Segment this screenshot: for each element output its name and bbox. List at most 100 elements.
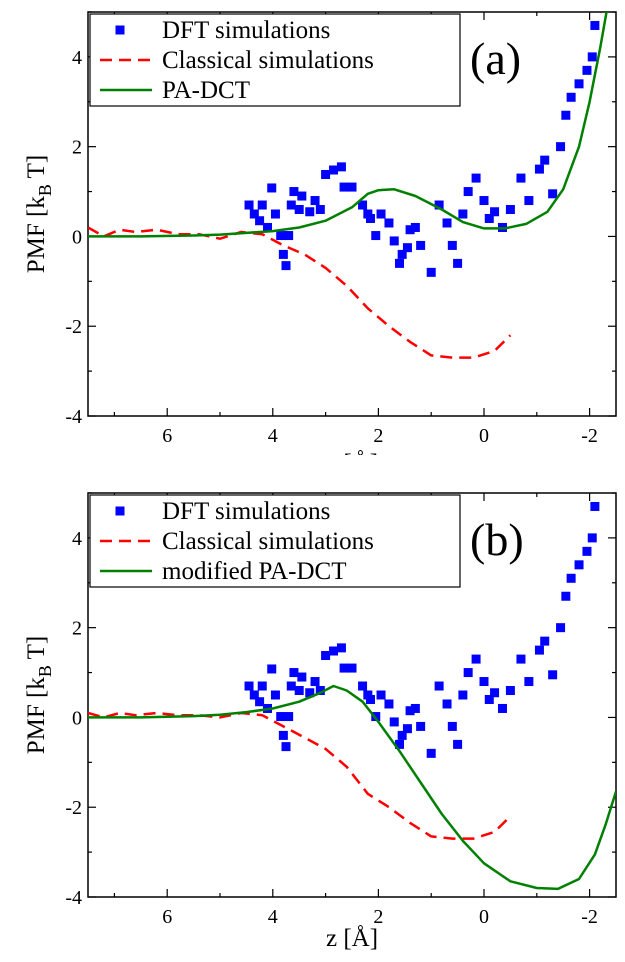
dft-point — [566, 92, 576, 102]
dft-point — [270, 209, 280, 219]
dft-point — [566, 573, 576, 583]
dft-point — [358, 200, 368, 210]
dft-point — [574, 79, 584, 89]
dft-point — [321, 169, 331, 179]
dft-point — [329, 646, 339, 656]
legend-label: Classical simulations — [162, 528, 374, 555]
dft-point — [416, 721, 426, 731]
dft-point — [405, 225, 415, 235]
dft-point — [490, 688, 500, 698]
dft-point — [339, 663, 349, 673]
dft-point — [590, 501, 600, 511]
x-tick-label: 0 — [479, 425, 489, 447]
y-tick-label: -2 — [65, 316, 82, 338]
dft-point — [479, 677, 489, 687]
dft-point — [484, 213, 494, 223]
legend-label: Classical simulations — [162, 47, 374, 74]
dft-point — [590, 20, 600, 30]
dft-point — [561, 591, 571, 601]
dft-point — [384, 699, 394, 709]
dft-point — [416, 240, 426, 250]
dft-point — [267, 664, 277, 674]
y-axis-label: PMF [kB T] — [23, 636, 55, 755]
dft-point — [561, 110, 571, 120]
dft-point — [336, 162, 346, 172]
legend-label: PA-DCT — [162, 77, 250, 104]
dft-point — [479, 196, 489, 206]
dft-point — [249, 209, 259, 219]
dft-point — [286, 681, 296, 691]
dft-point — [365, 213, 375, 223]
y-tick-label: -4 — [65, 887, 82, 909]
dft-point — [497, 703, 507, 713]
legend-marker — [115, 506, 125, 516]
dft-point — [286, 200, 296, 210]
dft-point — [289, 187, 299, 197]
dft-point — [310, 677, 320, 687]
dft-point — [587, 52, 597, 62]
dft-point — [336, 643, 346, 653]
x-axis-label: z [Å] — [326, 925, 378, 952]
dft-point — [582, 546, 592, 556]
dft-point — [347, 663, 357, 673]
classical-line — [88, 711, 512, 840]
dft-point — [426, 748, 436, 758]
dft-point — [376, 209, 386, 219]
dft-point — [297, 672, 307, 682]
dft-point — [244, 681, 254, 691]
dft-point — [556, 142, 566, 152]
dft-point — [294, 686, 304, 696]
x-tick-label: 2 — [373, 906, 383, 928]
dft-point — [395, 739, 405, 749]
y-tick-label: 0 — [72, 226, 82, 248]
legend-marker — [115, 25, 125, 35]
pa-dct-line — [88, 12, 608, 238]
dft-point — [321, 650, 331, 660]
dft-point — [426, 267, 436, 277]
dft-point — [315, 686, 325, 696]
dft-point — [556, 623, 566, 633]
dft-point — [294, 205, 304, 215]
dft-point — [339, 182, 349, 192]
dft-point — [267, 183, 277, 193]
dft-point — [463, 187, 473, 197]
dft-point — [434, 200, 444, 210]
plot-frame — [87, 492, 617, 898]
dft-point — [365, 694, 375, 704]
x-axis-label: z [Å] — [326, 450, 378, 477]
dft-point — [471, 654, 481, 664]
dft-point — [305, 207, 315, 217]
dft-point — [505, 686, 515, 696]
dft-point — [376, 690, 386, 700]
dft-point — [587, 533, 597, 543]
dft-point — [453, 739, 463, 749]
legend: DFT simulations Classical simulations modi… — [89, 494, 461, 588]
dft-point — [263, 222, 273, 232]
y-axis-label-main: PMF [k — [23, 677, 50, 755]
dft-point — [389, 236, 399, 246]
x-tick-label: 4 — [268, 906, 278, 928]
dft-point — [257, 681, 267, 691]
dft-point — [305, 688, 315, 698]
dft-point — [410, 703, 420, 713]
x-tick-label: -2 — [581, 906, 598, 928]
dft-point — [389, 717, 399, 727]
y-axis-label-tail: T] — [23, 636, 50, 665]
dft-markers — [244, 501, 600, 758]
x-tick-label: -2 — [581, 425, 598, 447]
x-tick-label: 0 — [479, 906, 489, 928]
x-tick-label: 4 — [268, 425, 278, 447]
panel-label: (a) — [470, 33, 521, 84]
y-axis-label: PMF [kB T] — [23, 155, 55, 274]
y-axis-label-subscript: B — [35, 184, 55, 196]
dft-point — [281, 261, 291, 271]
dft-point — [505, 205, 515, 215]
dft-point — [284, 712, 294, 722]
pa-dct-line — [88, 684, 616, 891]
dft-point — [289, 668, 299, 678]
dft-point — [458, 690, 468, 700]
dft-point — [347, 182, 357, 192]
dft-point — [442, 218, 452, 228]
dft-point — [255, 697, 265, 707]
y-tick-label: -4 — [65, 406, 82, 428]
